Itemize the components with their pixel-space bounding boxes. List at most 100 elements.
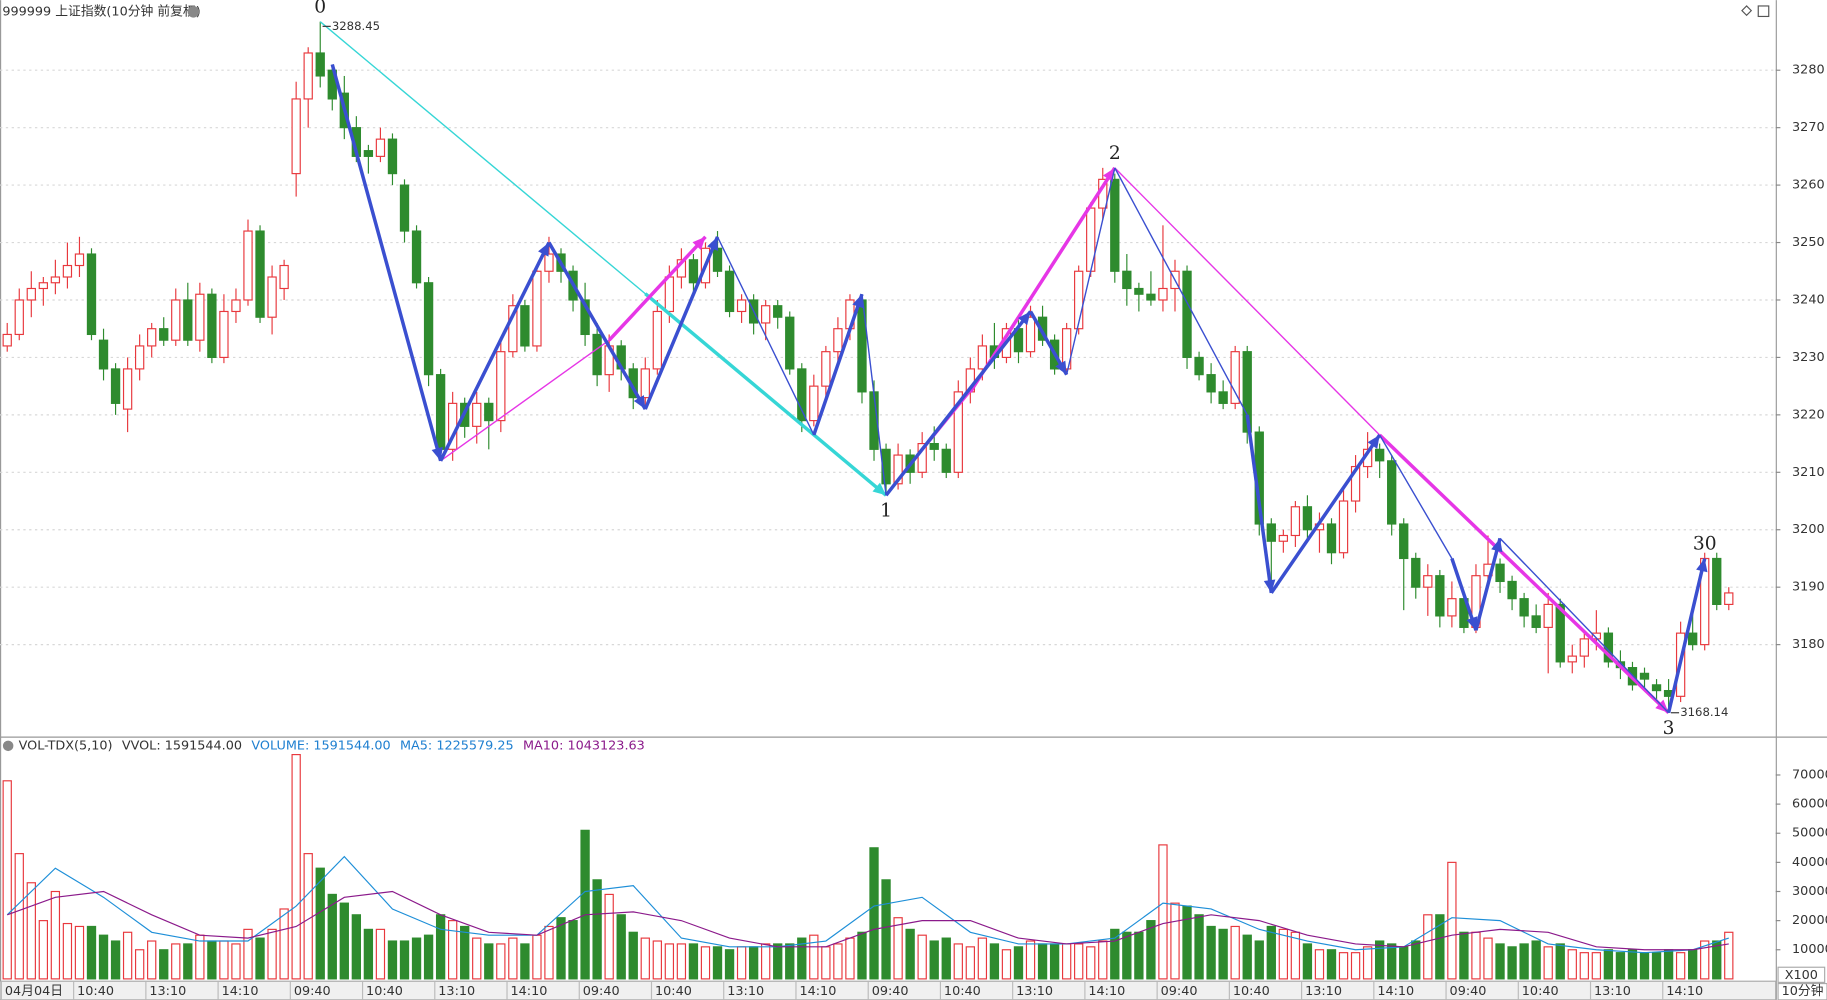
volume-bar — [508, 937, 518, 980]
candle-body — [977, 345, 988, 370]
pivot-label: 30 — [1693, 533, 1717, 554]
candle-body — [1411, 557, 1421, 588]
volume-bar — [62, 922, 73, 980]
volume-bar — [1579, 952, 1589, 980]
y-tick-label: 3250 — [1792, 235, 1825, 250]
candle-body — [1242, 351, 1252, 433]
zigzag-line — [440, 339, 610, 462]
volume-bar — [122, 931, 133, 980]
volume-bar — [929, 940, 939, 980]
volume-bar — [809, 934, 819, 980]
volume-bar — [134, 949, 145, 980]
candle-body — [1639, 672, 1650, 680]
volume-bar — [652, 940, 662, 980]
zigzag-line — [861, 294, 887, 496]
candle-body — [38, 282, 49, 290]
volume-bar — [1567, 949, 1577, 980]
volume-bar — [869, 847, 879, 980]
y-tick-label: 3220 — [1792, 407, 1825, 422]
volume-bar — [1049, 943, 1060, 980]
diamond-icon[interactable] — [1741, 5, 1753, 17]
x-tick-label: 09:40 — [1450, 984, 1487, 999]
volume-bar — [1194, 914, 1204, 980]
pivot-label: 0 — [314, 0, 326, 18]
volume-bar — [86, 925, 97, 980]
y-tick-label: 3270 — [1792, 120, 1825, 135]
panel-icon[interactable] — [1757, 5, 1770, 18]
volume-bar — [1025, 940, 1036, 980]
volume-bar — [1350, 952, 1361, 980]
volume-bar — [472, 937, 482, 980]
volume-bar — [953, 943, 963, 980]
volume-bar — [1086, 946, 1096, 980]
candle-body — [1338, 500, 1349, 554]
volume-bar — [14, 853, 24, 980]
zigzag-arrow — [1367, 434, 1380, 449]
zigzag-line — [884, 310, 1032, 497]
pivot-label: 1 — [880, 501, 892, 522]
volume-bar — [243, 928, 253, 980]
candle-body — [26, 287, 36, 301]
volume-bar — [833, 943, 843, 980]
volume-header: MA10: 1043123.63 — [523, 738, 645, 753]
volume-bar — [50, 890, 61, 980]
volume-bar — [159, 949, 169, 980]
volume-icon[interactable] — [2, 740, 14, 752]
candle-body — [929, 442, 939, 450]
candle-body — [171, 299, 181, 341]
candle-body — [1724, 592, 1734, 605]
x-tick-label: 14:10 — [1088, 984, 1125, 999]
volume-bar — [544, 925, 554, 980]
candle-body — [1182, 270, 1192, 359]
volume-bar — [628, 931, 638, 980]
candle-body — [1374, 448, 1385, 462]
ma-line — [7, 890, 1729, 951]
volume-bar — [1254, 940, 1264, 980]
zigzag-arrow — [538, 242, 549, 257]
zigzag-arrow — [1018, 311, 1031, 326]
candle-body — [544, 253, 554, 272]
volume-bar — [195, 934, 205, 980]
zigzag-line — [812, 293, 864, 436]
y-tick-label: 20000 — [1792, 913, 1827, 928]
candle-body — [291, 98, 301, 175]
x-tick-label: 13:10 — [1305, 984, 1342, 999]
unit-box — [1777, 966, 1826, 983]
candle-body — [1158, 287, 1168, 301]
zigzag-line — [1499, 537, 1670, 714]
volume-bar — [568, 920, 578, 980]
x-tick-label: 10:40 — [1233, 984, 1270, 999]
volume-bar — [1134, 931, 1144, 980]
volume-bar — [1242, 934, 1252, 980]
candle-body — [303, 52, 313, 100]
volume-bar — [291, 754, 301, 980]
volume-bar — [496, 943, 506, 980]
candle-body — [1495, 563, 1505, 583]
candle-body — [1531, 615, 1541, 628]
volume-bar — [941, 937, 951, 980]
volume-bar — [1603, 949, 1614, 980]
x-tick-label: 09:40 — [294, 984, 331, 999]
candle-body — [1074, 270, 1084, 330]
x-tick-label: 14:10 — [1377, 984, 1414, 999]
volume-bar — [712, 946, 723, 980]
candle-body — [472, 402, 482, 427]
zigzag-line — [1379, 434, 1453, 559]
pivot-label: 2 — [1109, 143, 1121, 164]
candle-body — [134, 345, 145, 370]
zigzag-arrow — [1055, 360, 1067, 375]
candle-body — [1555, 603, 1565, 663]
candle-body — [1218, 391, 1228, 404]
candle-body — [1423, 575, 1433, 588]
volume-bar — [1290, 931, 1301, 980]
volume-bar — [74, 925, 85, 980]
candle-body — [785, 316, 795, 370]
volume-bar — [1507, 946, 1517, 980]
volume-bar — [1423, 914, 1433, 980]
volume-bar — [1266, 925, 1276, 980]
candle-body — [724, 270, 735, 313]
x-tick-label: 10:40 — [77, 984, 114, 999]
zigzag-line — [1114, 167, 1248, 416]
title-icon[interactable] — [187, 5, 200, 18]
y-tick-label: 40000 — [1792, 855, 1827, 870]
